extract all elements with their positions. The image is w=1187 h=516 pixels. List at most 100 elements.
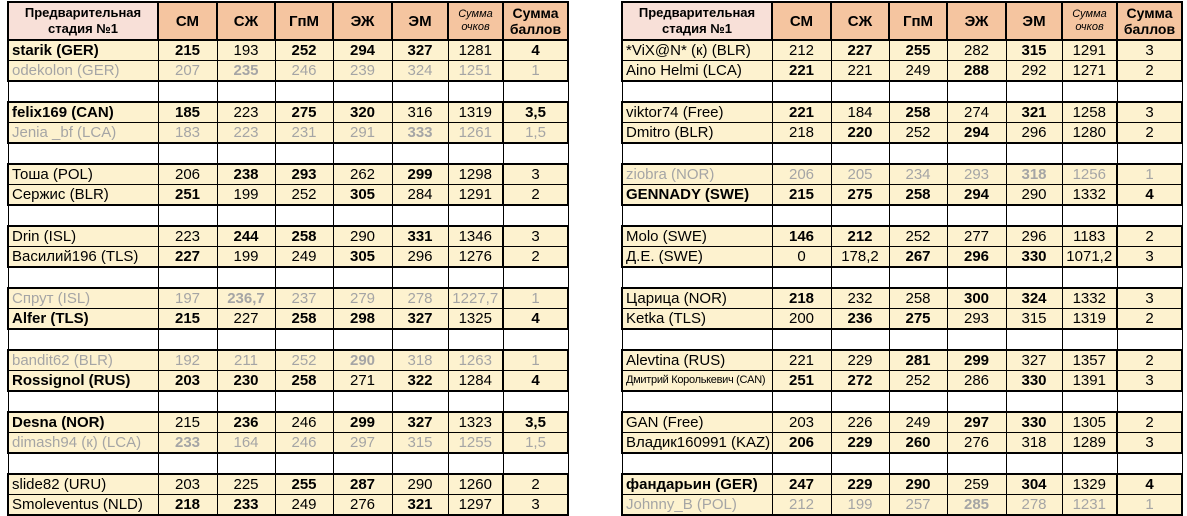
discipline-score-cell: 218 — [771, 287, 832, 309]
separator-cell — [1116, 391, 1183, 412]
separator-cell — [7, 267, 159, 288]
player-name-cell: ziobra (NOR) — [621, 163, 773, 185]
player-name-cell: starik (GER) — [7, 39, 159, 61]
player-row: Владик160991 (KAZ) 206 229 260 276 318 1289 3 — [621, 432, 1183, 454]
separator-cell — [888, 453, 948, 474]
column-header-sm: СМ — [771, 1, 832, 41]
player-row: bandit62 (BLR) 192 211 252 290 318 1263 1 — [7, 349, 569, 371]
separator-row — [7, 267, 569, 288]
discipline-score-cell: 203 — [157, 370, 218, 392]
separator-cell — [1061, 453, 1118, 474]
separator-cell — [274, 453, 334, 474]
separator-cell — [1061, 205, 1118, 226]
discipline-score-cell: 271 — [332, 370, 393, 392]
separator-row — [621, 267, 1183, 288]
sum-score-cell: 1 — [1116, 163, 1183, 185]
sum-points-cell: 1357 — [1061, 349, 1118, 371]
sum-score-cell: 2 — [502, 246, 569, 268]
sum-points-cell: 1227,7 — [447, 287, 504, 309]
discipline-score-cell: 330 — [1005, 246, 1063, 268]
discipline-score-cell: 316 — [391, 101, 449, 123]
sum-score-cell: 4 — [502, 370, 569, 392]
discipline-score-cell: 227 — [157, 246, 218, 268]
sum-points-cell: 1291 — [447, 184, 504, 206]
discipline-score-cell: 318 — [1005, 432, 1063, 454]
table-body-right: *ViX@N* (к) (BLR) 212 227 255 282 315 1291 3 Ain… — [621, 39, 1183, 516]
player-row: Тоша (POL) 206 238 293 262 299 1298 3 — [7, 163, 569, 185]
separator-cell — [332, 453, 393, 474]
sum-points-cell: 1319 — [1061, 308, 1118, 330]
sum-score-cell: 3 — [502, 494, 569, 516]
sum-score-cell: 4 — [502, 39, 569, 61]
separator-cell — [391, 205, 449, 226]
separator-cell — [621, 453, 773, 474]
sum-points-cell: 1260 — [447, 473, 504, 495]
sum-score-cell: 2 — [502, 184, 569, 206]
separator-cell — [391, 81, 449, 102]
separator-cell — [888, 267, 948, 288]
separator-cell — [1005, 453, 1063, 474]
discipline-score-cell: 291 — [332, 122, 393, 144]
discipline-score-cell: 296 — [391, 246, 449, 268]
sum-score-cell: 3 — [1116, 39, 1183, 61]
separator-cell — [447, 143, 504, 164]
discipline-score-cell: 199 — [830, 494, 890, 516]
player-name-cell: Drin (ISL) — [7, 225, 159, 247]
separator-cell — [1005, 391, 1063, 412]
separator-cell — [621, 205, 773, 226]
separator-cell — [391, 143, 449, 164]
discipline-score-cell: 298 — [332, 308, 393, 330]
sum-score-cell: 3 — [1116, 370, 1183, 392]
discipline-score-cell: 305 — [332, 246, 393, 268]
discipline-score-cell: 206 — [771, 432, 832, 454]
sum-score-cell: 2 — [1116, 308, 1183, 330]
discipline-score-cell: 203 — [157, 473, 218, 495]
discipline-score-cell: 299 — [332, 411, 393, 433]
player-name-cell: Ketka (TLS) — [621, 308, 773, 330]
separator-cell — [216, 453, 276, 474]
separator-cell — [391, 267, 449, 288]
discipline-score-cell: 260 — [888, 432, 948, 454]
separator-cell — [830, 205, 890, 226]
discipline-score-cell: 275 — [274, 101, 334, 123]
discipline-score-cell: 276 — [332, 494, 393, 516]
separator-cell — [7, 391, 159, 412]
separator-cell — [1061, 329, 1118, 350]
separator-row — [621, 81, 1183, 102]
discipline-score-cell: 287 — [332, 473, 393, 495]
discipline-score-cell: 258 — [274, 308, 334, 330]
discipline-score-cell: 275 — [888, 308, 948, 330]
separator-cell — [1061, 143, 1118, 164]
sum-points-cell: 1231 — [1061, 494, 1118, 516]
separator-cell — [447, 329, 504, 350]
discipline-score-cell: 258 — [274, 370, 334, 392]
sum-points-cell: 1325 — [447, 308, 504, 330]
separator-cell — [447, 205, 504, 226]
separator-cell — [771, 143, 832, 164]
discipline-score-cell: 221 — [771, 349, 832, 371]
discipline-score-cell: 215 — [157, 411, 218, 433]
separator-row — [621, 453, 1183, 474]
discipline-score-cell: 282 — [946, 39, 1007, 61]
column-header-em: ЭМ — [391, 1, 449, 41]
discipline-score-cell: 252 — [274, 39, 334, 61]
sum-points-cell: 1280 — [1061, 122, 1118, 144]
separator-cell — [1061, 391, 1118, 412]
column-header-sum-points: Сумма очков — [447, 1, 504, 41]
discipline-score-cell: 321 — [391, 494, 449, 516]
column-header-szh: СЖ — [216, 1, 276, 41]
discipline-score-cell: 249 — [888, 60, 948, 82]
player-name-cell: Desna (NOR) — [7, 411, 159, 433]
column-header-ezh: ЭЖ — [946, 1, 1007, 41]
separator-row — [7, 143, 569, 164]
sum-points-cell: 1276 — [447, 246, 504, 268]
discipline-score-cell: 212 — [771, 494, 832, 516]
player-row: Василий196 (TLS) 227 199 249 305 296 1276 2 — [7, 246, 569, 268]
discipline-score-cell: 292 — [1005, 60, 1063, 82]
separator-cell — [157, 267, 218, 288]
sum-points-cell: 1281 — [447, 39, 504, 61]
discipline-score-cell: 252 — [274, 184, 334, 206]
column-header-szh: СЖ — [830, 1, 890, 41]
discipline-score-cell: 333 — [391, 122, 449, 144]
separator-cell — [7, 329, 159, 350]
